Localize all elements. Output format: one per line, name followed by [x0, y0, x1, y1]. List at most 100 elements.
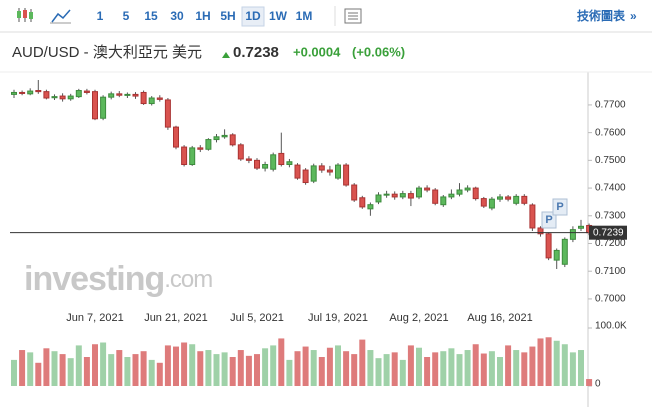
volume-bar: [35, 362, 42, 386]
y-tick-label: 0.7200: [595, 238, 626, 249]
candle-body: [480, 198, 487, 207]
interval-button[interactable]: 1H: [195, 9, 210, 23]
candle-body: [237, 144, 244, 160]
chart-title: AUD/USD - 澳大利亞元 美元: [12, 44, 202, 61]
candle-body: [108, 93, 115, 98]
volume-bar: [561, 344, 568, 386]
candle-body: [505, 196, 512, 200]
y2-tick-label: 0: [595, 379, 601, 390]
up-arrow: [222, 52, 230, 58]
active-interval: [241, 6, 265, 27]
marker-box[interactable]: [552, 198, 568, 216]
candle-body: [67, 95, 74, 100]
volume-bar: [164, 345, 171, 386]
candle-body: [351, 184, 358, 201]
candle-body: [197, 147, 204, 150]
y2-tick-label: 100.0K: [595, 321, 627, 332]
volume-bar: [367, 350, 374, 386]
candle-body: [561, 238, 568, 265]
candle-body: [318, 165, 325, 171]
volume-bar: [578, 350, 584, 386]
x-tick-label: Jun 21, 2021: [144, 312, 208, 324]
volume-bar: [310, 350, 317, 386]
candle-body: [213, 136, 220, 141]
volume-bar: [92, 344, 98, 386]
settings-icon[interactable]: [344, 8, 362, 24]
chart-button[interactable]: 技術圖表: [577, 8, 626, 23]
volume-bar: [383, 354, 390, 386]
x-tick-label: Jul 19, 2021: [308, 312, 368, 324]
volume-bar: [416, 347, 422, 386]
volume-bar: [399, 359, 406, 386]
volume-bar: [19, 350, 26, 386]
candle-body: [205, 139, 212, 150]
volume-bar: [529, 346, 536, 386]
candle-body: [513, 195, 520, 204]
volume-bar: [375, 358, 382, 386]
interval-button[interactable]: 5: [123, 9, 130, 23]
marker-box[interactable]: [541, 211, 557, 229]
y-tick-label: 0.7300: [595, 210, 626, 221]
candle-body: [100, 96, 107, 119]
interval-button[interactable]: 1M: [296, 9, 313, 23]
volume-bar: [205, 350, 212, 386]
candle-body: [448, 193, 455, 198]
volume-bar: [569, 352, 576, 386]
candle-body: [302, 169, 309, 184]
volume-bar: [213, 354, 220, 386]
volume-bar: [51, 351, 58, 386]
volume-bar: [456, 354, 463, 386]
interval-button[interactable]: 1W: [269, 9, 288, 23]
volume-bar: [189, 344, 196, 386]
candle-body: [472, 187, 479, 200]
candle-body: [35, 90, 42, 93]
volume-bar: [116, 350, 123, 386]
candle-body: [92, 91, 98, 120]
watermark: investing.com: [24, 260, 212, 298]
candle-body: [181, 146, 188, 166]
volume-bar: [424, 357, 431, 386]
interval-button[interactable]: 15: [144, 9, 158, 23]
volume-bar: [27, 352, 34, 386]
candle-body: [488, 198, 495, 209]
x-tick-label: Jul 5, 2021: [230, 312, 284, 324]
interval-button[interactable]: 1D: [245, 9, 261, 23]
candle-body: [75, 90, 82, 98]
volume-bar: [181, 342, 188, 386]
volume-bar: [254, 354, 260, 386]
candle-body: [294, 164, 301, 179]
candle-body: [335, 164, 341, 179]
candle-body: [407, 193, 414, 199]
chevron: »: [630, 9, 637, 23]
interval-button[interactable]: 5H: [220, 9, 235, 23]
interval-button[interactable]: 1: [97, 9, 104, 23]
volume-bar: [173, 346, 179, 386]
volume-bar: [59, 354, 66, 386]
candle-body: [343, 164, 350, 186]
candle-icon[interactable]: [17, 8, 33, 22]
candle-body: [189, 147, 196, 166]
candle-body: [245, 158, 252, 161]
candle-body: [375, 194, 382, 203]
volume-bar: [440, 351, 447, 386]
volume-bar: [351, 354, 358, 386]
volume-bar: [67, 358, 74, 386]
volume-bar: [83, 357, 90, 386]
y-tick-label: 0.7500: [595, 155, 626, 166]
volume-bar: [237, 350, 244, 386]
candle-body: [545, 233, 552, 259]
x-tick-label: Jun 7, 2021: [66, 312, 124, 324]
volume-bar: [140, 351, 147, 386]
volume-bar: [537, 338, 544, 386]
volume-bar: [488, 351, 495, 386]
volume-bar: [11, 359, 17, 386]
volume-bar: [156, 362, 163, 386]
candle-body: [553, 249, 560, 261]
line-icon[interactable]: [50, 9, 71, 24]
candle-body: [286, 161, 293, 166]
volume-bar: [75, 345, 82, 386]
interval-button[interactable]: 30: [170, 9, 184, 23]
y-tick-label: 0.7700: [595, 100, 626, 111]
candle-body: [278, 152, 285, 166]
quote-price: 0.7238: [233, 44, 279, 61]
